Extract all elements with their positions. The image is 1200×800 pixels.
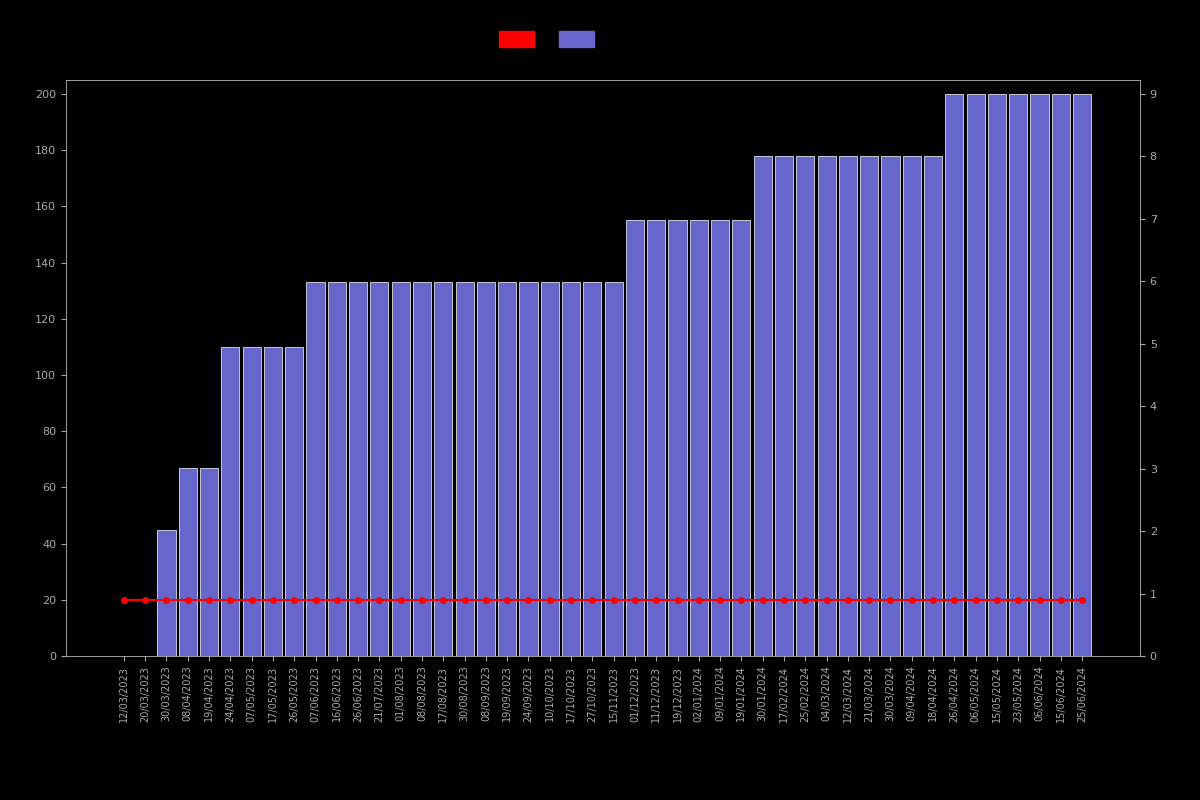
Bar	[583, 282, 601, 656]
Bar	[775, 156, 793, 656]
Bar	[967, 94, 985, 656]
Bar	[902, 156, 920, 656]
Bar	[1073, 94, 1091, 656]
Bar	[860, 156, 878, 656]
Bar	[328, 282, 346, 656]
Bar	[520, 282, 538, 656]
Bar	[817, 156, 835, 656]
Bar	[221, 347, 239, 656]
Bar	[946, 94, 964, 656]
Bar	[371, 282, 389, 656]
Bar	[242, 347, 260, 656]
Bar	[286, 347, 304, 656]
Bar	[605, 282, 623, 656]
Bar	[1009, 94, 1027, 656]
Bar	[839, 156, 857, 656]
Bar	[349, 282, 367, 656]
Bar	[754, 156, 772, 656]
Bar	[413, 282, 431, 656]
Bar	[456, 282, 474, 656]
Bar	[306, 282, 324, 656]
Bar	[712, 221, 730, 656]
Bar	[690, 221, 708, 656]
Bar	[732, 221, 750, 656]
Bar	[647, 221, 665, 656]
Bar	[434, 282, 452, 656]
Bar	[157, 530, 175, 656]
Bar	[882, 156, 900, 656]
Bar	[1031, 94, 1049, 656]
Bar	[541, 282, 559, 656]
Bar	[668, 221, 686, 656]
Bar	[562, 282, 580, 656]
Bar	[924, 156, 942, 656]
Bar	[797, 156, 815, 656]
Bar	[476, 282, 494, 656]
Bar	[1051, 94, 1070, 656]
Bar	[264, 347, 282, 656]
Bar	[988, 94, 1006, 656]
Bar	[498, 282, 516, 656]
Bar	[626, 221, 644, 656]
Bar	[179, 468, 197, 656]
Bar	[200, 468, 218, 656]
Legend: , : ,	[499, 31, 605, 47]
Bar	[391, 282, 409, 656]
